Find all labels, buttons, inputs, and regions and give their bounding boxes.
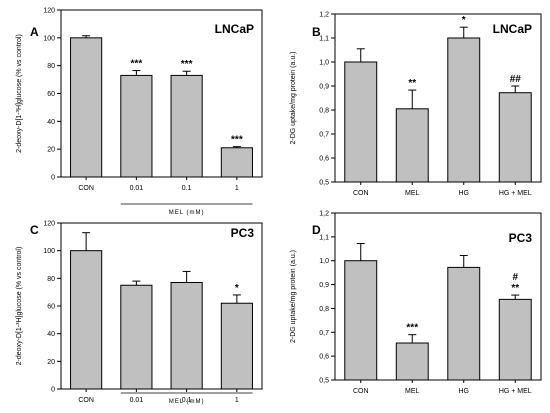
significance-label: * [235,283,239,294]
plot-frame [334,212,542,381]
y-tick-label: 0 [51,387,55,394]
y-tick-label: 20 [47,359,55,366]
y-tick-label: 0,6 [319,354,329,361]
y-tick-label: 0,6 [319,156,329,163]
x-tick-label: HG [459,190,470,197]
y-tick-label: 0,7 [319,330,329,337]
bar [220,147,253,178]
x-tick-label: 0.1 [182,397,192,404]
bar [498,298,532,381]
bar [70,250,103,390]
x-tick-label: 0.01 [130,397,144,404]
x-tick-label: CON [78,185,94,192]
significance-label: *** [231,135,243,146]
cell-line-label: PC3 [509,231,533,245]
x-tick-label: 0.01 [130,185,144,192]
panel-label: D [312,223,321,237]
y-tick-label: 0 [51,175,55,182]
panel-b: 0,5 0,6 0,7 0,8 0,9 1,0 1,1 1,2 2-DG uptake/mg p… [290,12,542,197]
y-tick-label: 1,1 [319,234,329,241]
x-tick-label: 1 [235,185,239,192]
panel-label: C [30,223,39,237]
x-axis-label: MEL (mM) [169,210,205,216]
y-tick-label: 80 [47,63,55,70]
bar [344,260,378,381]
bar [447,266,481,381]
x-tick-label: 0.1 [182,185,192,192]
significance-label: ## [510,74,522,85]
bar [344,61,378,183]
panel-d: 0,5 0,6 0,7 0,8 0,9 1,0 1,1 1,2 2-DG uptake/mg p… [290,211,542,395]
x-tick-label: CON [353,190,369,197]
y-tick-label: 60 [47,91,55,98]
panel-c: 0 20 40 60 80 100 120 2-deoxy-D[1-³H]glucose (%… [16,221,263,405]
y-tick-label: 100 [43,248,55,255]
y-tick-label: 0,7 [319,132,329,139]
panel-label: A [30,25,39,39]
x-tick-label: MEL [405,190,420,197]
cell-line-label: LNCaP [493,22,532,36]
y-axis-label: 2-deoxy-D[1-³H]glucose (% vs control) [16,247,23,366]
y-tick-label: 1,2 [319,12,329,19]
x-tick-label: CON [353,388,369,395]
panel-label: B [312,25,321,39]
x-tick-label: HG [459,388,470,395]
y-axis-label: 2-DG uptake/mg protein (a.u.) [290,250,297,343]
y-tick-label: 0,8 [319,108,329,115]
y-tick-label: 40 [47,331,55,338]
x-tick-label: CON [78,397,94,404]
y-tick-label: 1,0 [319,258,329,265]
panel-a: 0 20 40 60 80 100 120 2-deoxy-D[1-³H]glucose (%… [16,8,263,216]
bar [170,281,203,390]
bar [447,37,481,183]
bar [395,108,429,183]
y-tick-label: 40 [47,119,55,126]
significance-label: # [512,272,518,283]
y-axis-label: 2-deoxy-D[1-³H]glucose (% vs control) [16,34,23,153]
bar [498,92,532,183]
y-tick-label: 0,5 [319,378,329,385]
y-tick-label: 1,0 [319,60,329,67]
bar [70,37,103,178]
x-axis-label: MEL (mM) [169,399,205,405]
significance-label: *** [406,323,418,334]
bar [120,284,153,390]
y-tick-label: 0,5 [319,180,329,187]
bar [120,74,153,178]
cell-line-label: PC3 [231,226,255,240]
y-tick-label: 120 [43,8,55,15]
y-tick-label: 120 [43,221,55,228]
cell-line-label: LNCaP [215,22,254,36]
significance-label: ** [511,283,519,294]
x-tick-label: 1 [235,397,239,404]
significance-label: ** [408,78,416,89]
significance-label: * [462,15,466,26]
y-tick-label: 1,2 [319,211,329,218]
bar [395,342,429,381]
x-tick-label: HG + MEL [499,388,532,395]
significance-label: *** [181,59,193,70]
y-tick-label: 60 [47,304,55,311]
bar [170,74,203,178]
y-tick-label: 80 [47,276,55,283]
x-tick-label: MEL [405,388,420,395]
y-tick-label: 0,9 [319,84,329,91]
significance-label: *** [131,59,143,70]
bar [220,302,253,390]
y-axis-label: 2-DG uptake/mg protein (a.u.) [290,52,297,145]
y-tick-label: 100 [43,35,55,42]
plot-frame [334,13,542,183]
y-tick-label: 20 [47,147,55,154]
x-tick-label: HG + MEL [499,190,532,197]
y-tick-label: 0,8 [319,306,329,313]
y-tick-label: 1,1 [319,36,329,43]
y-tick-label: 0,9 [319,282,329,289]
